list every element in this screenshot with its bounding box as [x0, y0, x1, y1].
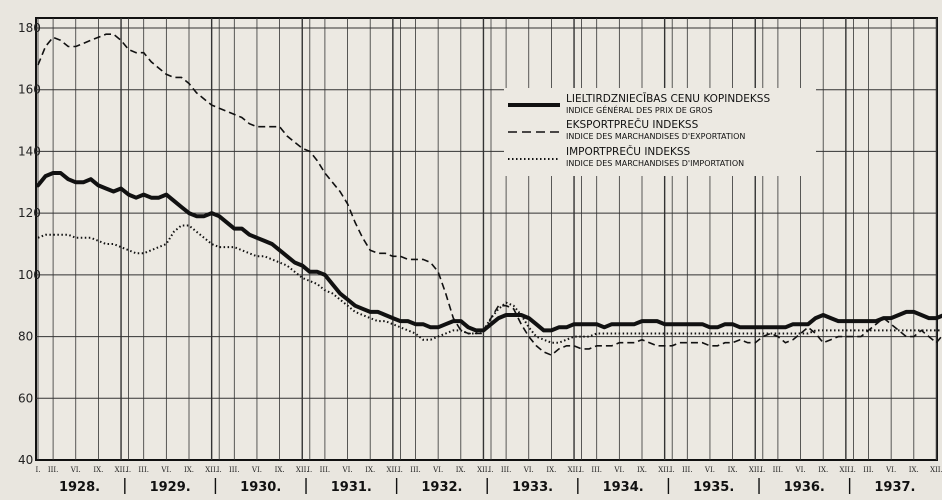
x-tick-month: IX. — [275, 466, 285, 474]
x-tick-month: IX. — [365, 466, 375, 474]
x-tick-month: I. — [307, 466, 312, 474]
x-tick-year: 1932. — [421, 480, 462, 495]
x-tick-month: XII. — [386, 466, 399, 474]
series-line-export — [37, 33, 942, 357]
x-tick-month: I. — [851, 466, 856, 474]
legend-label-export: EKSPORTPREČU INDEKSS — [566, 118, 699, 131]
x-tick-month: IX. — [909, 466, 919, 474]
series-lines — [36, 33, 942, 357]
y-tick-label: 80 — [18, 330, 33, 344]
series-line-import — [37, 224, 942, 344]
x-tick-month: III. — [320, 466, 331, 474]
legend-label-general: LIELTIRDZNIECĪBAS CENU KOPINDEKSS — [566, 92, 770, 105]
x-tick-month: IX. — [93, 466, 103, 474]
x-tick-month: VI. — [704, 466, 715, 474]
x-tick-year: 1928. — [59, 480, 100, 495]
x-tick-month: XII. — [568, 466, 581, 474]
y-axis-ticks: 40 60 80 100 120 140 160 180 — [18, 21, 41, 467]
x-tick-month: IX. — [456, 466, 466, 474]
x-tick-year: 1933. — [512, 480, 553, 495]
x-tick-year: 1934. — [603, 480, 644, 495]
x-tick-month: I. — [398, 466, 403, 474]
legend-label-import: IMPORTPREČU INDEKSS — [566, 145, 691, 158]
x-tick-month: III. — [229, 466, 240, 474]
x-tick-month: VI. — [795, 466, 806, 474]
y-tick-label: 40 — [18, 453, 33, 467]
x-tick-month: XII. — [658, 466, 671, 474]
x-tick-month: III. — [138, 466, 149, 474]
series-line-general — [36, 171, 942, 333]
x-tick-month: III. — [773, 466, 784, 474]
plot-frame — [35, 17, 938, 461]
x-tick-month: IX. — [546, 466, 556, 474]
x-tick-month: XII. — [205, 466, 218, 474]
y-tick-label: 160 — [18, 83, 41, 97]
x-tick-month: XII. — [477, 466, 490, 474]
x-tick-month: I. — [579, 466, 584, 474]
x-tick-month: VI. — [523, 466, 534, 474]
x-tick-month: XII. — [930, 466, 942, 474]
x-tick-month: I. — [489, 466, 494, 474]
x-tick-month: VI. — [160, 466, 171, 474]
x-tick-month: III. — [863, 466, 874, 474]
y-tick-label: 60 — [18, 391, 33, 405]
x-tick-month: IX. — [637, 466, 647, 474]
x-tick-month: I. — [670, 466, 675, 474]
x-tick-month: VI. — [613, 466, 624, 474]
x-tick-year: 1931. — [331, 480, 372, 495]
x-tick-month: VI. — [432, 466, 443, 474]
x-tick-month: I. — [126, 466, 131, 474]
x-tick-month: III. — [410, 466, 421, 474]
legend-label-general-fr: INDICE GÉNÉRAL DES PRIX DE GROS — [566, 104, 713, 115]
x-tick-month: XII. — [296, 466, 309, 474]
x-tick-month: I. — [217, 466, 222, 474]
x-tick-year: 1929. — [150, 480, 191, 495]
y-tick-label: 100 — [18, 268, 41, 282]
x-tick-month: IX. — [818, 466, 828, 474]
x-tick-month: I. — [36, 466, 41, 474]
x-tick-year: 1930. — [240, 480, 281, 495]
y-tick-label: 140 — [18, 144, 41, 158]
legend-label-export-fr: INDICE DES MARCHANDISES D'EXPORTATION — [566, 132, 745, 141]
x-tick-month: VI. — [342, 466, 353, 474]
x-tick-month: III. — [501, 466, 512, 474]
x-tick-month: III. — [48, 466, 59, 474]
x-tick-month: III. — [682, 466, 693, 474]
x-tick-month: VI. — [885, 466, 896, 474]
x-tick-month: IX. — [184, 466, 194, 474]
x-tick-month: VI. — [251, 466, 262, 474]
x-tick-year: 1935. — [693, 480, 734, 495]
x-tick-month: VI. — [70, 466, 81, 474]
x-tick-month: XII. — [749, 466, 762, 474]
x-axis-ticks: I. III. VI. IX. XII. 1928. I. III. VI. IX. XII. 192… — [36, 466, 942, 495]
x-tick-month: IX. — [728, 466, 738, 474]
x-tick-month: I. — [760, 466, 765, 474]
legend-label-import-fr: INDICE DES MARCHANDISES D'IMPORTATION — [566, 159, 744, 168]
x-tick-month: XII. — [115, 466, 128, 474]
y-tick-label: 120 — [18, 206, 41, 220]
x-tick-month: III. — [591, 466, 602, 474]
x-tick-year: 1937. — [874, 480, 915, 495]
x-tick-year: 1936. — [784, 480, 825, 495]
y-tick-label: 180 — [18, 21, 41, 35]
x-tick-month: XII. — [839, 466, 852, 474]
legend: LIELTIRDZNIECĪBAS CENU KOPINDEKSS INDICE… — [504, 88, 816, 176]
